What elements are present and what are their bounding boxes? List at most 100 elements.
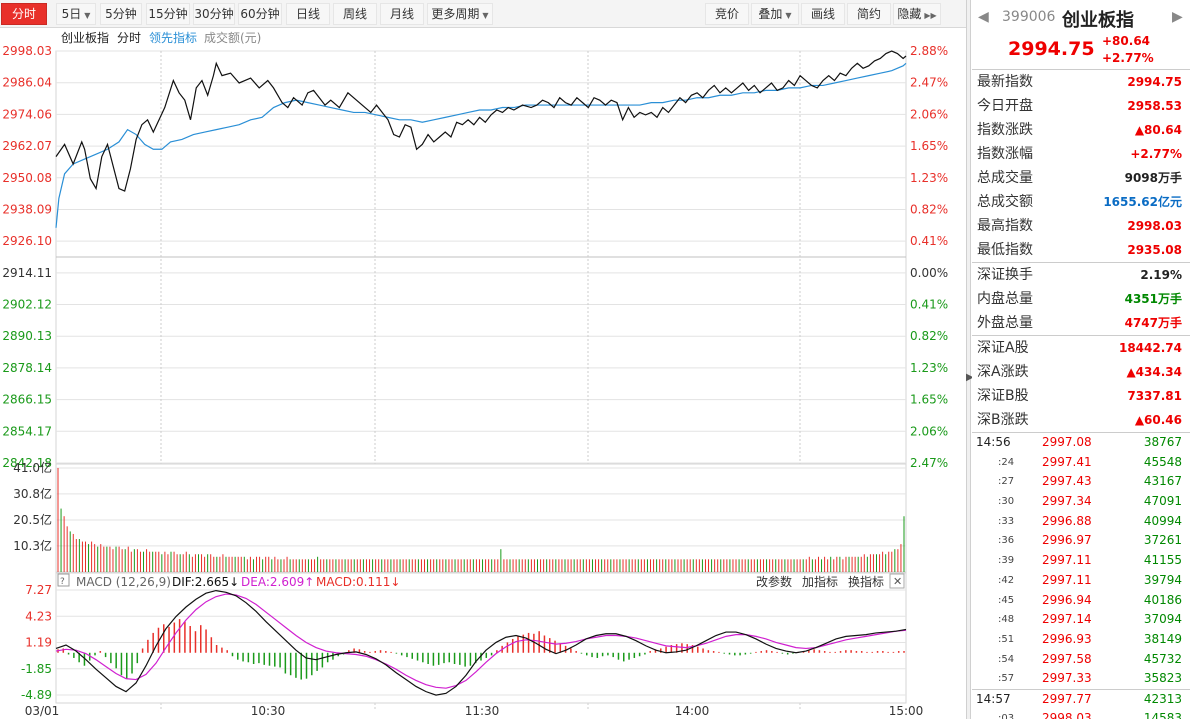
price-axis-label: 2998.03 bbox=[2, 44, 52, 58]
quote-row-value: 1655.62亿元 bbox=[1103, 195, 1182, 209]
period-tab-label: 5分钟 bbox=[105, 7, 137, 21]
pct-axis-label: 1.65% bbox=[910, 393, 948, 407]
tick-volume: 45548 bbox=[1143, 454, 1182, 469]
tick-row: :54 2997.58 45732 bbox=[972, 650, 1190, 670]
collapse-arrow-icon[interactable]: ▶ bbox=[966, 372, 974, 383]
tick-row: :36 2996.97 37261 bbox=[972, 531, 1190, 551]
next-stock-icon[interactable]: ▶ bbox=[1172, 9, 1183, 25]
period-tab-2[interactable]: 5分钟 bbox=[100, 3, 142, 25]
tick-volume: 38149 bbox=[1143, 631, 1182, 646]
macd-switch-indicator-link[interactable]: 换指标 bbox=[848, 574, 884, 589]
prev-stock-icon[interactable]: ◀ bbox=[978, 9, 989, 25]
tick-volume: 43167 bbox=[1143, 474, 1182, 489]
time-axis-label: 15:00 bbox=[889, 704, 924, 718]
tick-price: 2997.43 bbox=[1042, 474, 1092, 489]
period-tab-6[interactable]: 日线 bbox=[286, 3, 330, 25]
period-tab-9[interactable]: 更多周期 ▼ bbox=[427, 3, 493, 25]
expand-arrows-icon: ▶▶ bbox=[924, 11, 937, 20]
quote-row: 最低指数 2935.08 bbox=[972, 238, 1190, 262]
price-axis-label: 2950.08 bbox=[2, 171, 52, 185]
pct-axis-label: 2.88% bbox=[910, 44, 948, 58]
period-tab-label: 30分钟 bbox=[194, 7, 234, 21]
quote-row: 最高指数 2998.03 bbox=[972, 214, 1190, 238]
macd-close-box[interactable] bbox=[889, 573, 905, 589]
tick-row: 14:57 2997.77 42313 bbox=[972, 688, 1190, 709]
tick-row: :39 2997.11 41155 bbox=[972, 551, 1190, 571]
tick-time: :48 bbox=[998, 614, 1015, 626]
tool-button-label: 叠加 bbox=[758, 7, 783, 21]
volume-plot-frame bbox=[55, 463, 907, 573]
quote-row-label: 指数涨幅 bbox=[977, 146, 1033, 162]
intraday-chart[interactable]: 2998.03 2.88% 2986.04 2.47% 2974.06 2.06% 2962… bbox=[0, 28, 966, 719]
macd-add-indicator-link[interactable]: 加指标 bbox=[802, 574, 838, 589]
tool-button-label: 画线 bbox=[810, 7, 835, 21]
period-tab-4[interactable]: 30分钟 bbox=[193, 3, 235, 25]
macd-value: MACD:0.111↓ bbox=[316, 575, 400, 589]
panel-splitter[interactable]: ▶ bbox=[966, 0, 974, 719]
quote-row-value: +2.77% bbox=[1130, 147, 1182, 161]
tick-volume: 37261 bbox=[1143, 533, 1182, 548]
quote-row-value: 4747万手 bbox=[1124, 316, 1182, 330]
tool-button-0[interactable]: 竞价 bbox=[705, 3, 749, 25]
tool-button-4[interactable]: 隐藏 ▶▶ bbox=[893, 3, 941, 25]
quote-stats-group-3: 深证A股 18442.74 深A涨跌 ▲434.34 深证B股 7337.81 深B涨跌 ▲6… bbox=[972, 336, 1190, 432]
tick-volume: 40994 bbox=[1143, 513, 1182, 528]
dropdown-caret-icon: ▼ bbox=[482, 11, 489, 20]
pct-axis-label: 0.41% bbox=[910, 234, 948, 248]
quote-row-value: 4351万手 bbox=[1124, 292, 1182, 306]
price-axis-label: 2986.04 bbox=[2, 76, 52, 90]
current-price: 2994.75 bbox=[1008, 38, 1095, 60]
period-tab-label: 15分钟 bbox=[148, 7, 188, 21]
quote-row: 指数涨跌 ▲80.64 bbox=[972, 118, 1190, 142]
tick-row: 14:56 2997.08 38767 bbox=[972, 433, 1190, 453]
tool-button-3[interactable]: 简约 bbox=[847, 3, 891, 25]
quote-row-label: 今日开盘 bbox=[977, 98, 1033, 114]
tick-volume: 40186 bbox=[1143, 592, 1182, 607]
tick-volume: 47091 bbox=[1143, 494, 1182, 509]
macd-dea: DEA:2.609↑ bbox=[241, 575, 314, 589]
pct-axis-label: 0.82% bbox=[910, 329, 948, 343]
price-axis-label: 2866.15 bbox=[2, 393, 52, 407]
pct-axis-label: 2.47% bbox=[910, 76, 948, 90]
volume-axis-label: 41.0亿 bbox=[13, 460, 52, 475]
quote-row: 今日开盘 2958.53 bbox=[972, 94, 1190, 118]
quote-row: 深A涨跌 ▲434.34 bbox=[972, 360, 1190, 384]
quote-row-label: 内盘总量 bbox=[977, 291, 1033, 307]
quote-row: 内盘总量 4351万手 bbox=[972, 287, 1190, 311]
quote-row-label: 指数涨跌 bbox=[977, 122, 1033, 138]
quote-row-label: 深证换手 bbox=[977, 267, 1033, 283]
tick-row: :27 2997.43 43167 bbox=[972, 472, 1190, 492]
quote-row-value: 7337.81 bbox=[1127, 389, 1182, 403]
pct-axis-label: 0.00% bbox=[910, 266, 948, 280]
quote-stats-group-2: 深证换手 2.19% 内盘总量 4351万手 外盘总量 4747万手 bbox=[972, 263, 1190, 336]
price-change: +80.64 bbox=[1102, 34, 1151, 48]
period-tab-5[interactable]: 60分钟 bbox=[238, 3, 282, 25]
period-toolbar: 分时 5日 ▼ 5分钟 15分钟 30分钟 60分钟 日线 周线 月线 更多周期 ▼ 竞价 叠加 ▼ 画线 简约… bbox=[0, 0, 966, 28]
tool-button-1[interactable]: 叠加 ▼ bbox=[751, 3, 799, 25]
tick-price: 2997.41 bbox=[1042, 454, 1092, 469]
period-tab-1[interactable]: 5日 ▼ bbox=[56, 3, 96, 25]
macd-histogram bbox=[57, 619, 905, 680]
tick-time: 14:57 bbox=[976, 691, 1011, 706]
dropdown-caret-icon: ▼ bbox=[785, 11, 792, 20]
tool-button-2[interactable]: 画线 bbox=[801, 3, 845, 25]
quote-row-value: 2935.08 bbox=[1127, 243, 1182, 257]
volume-axis-label: 10.3亿 bbox=[13, 538, 52, 553]
macd-axis-label: -4.89 bbox=[21, 688, 52, 702]
tick-price: 2997.33 bbox=[1042, 671, 1092, 686]
period-tab-0[interactable]: 分时 bbox=[1, 3, 47, 25]
period-tab-8[interactable]: 月线 bbox=[380, 3, 424, 25]
period-tab-label: 周线 bbox=[342, 7, 367, 21]
tick-row: :48 2997.14 37094 bbox=[972, 610, 1190, 630]
tick-price: 2997.14 bbox=[1042, 612, 1092, 627]
tick-time: :36 bbox=[998, 535, 1015, 547]
tick-time: :42 bbox=[998, 574, 1015, 586]
tick-price: 2997.58 bbox=[1042, 651, 1092, 666]
macd-settings-box[interactable] bbox=[57, 573, 70, 587]
period-tab-3[interactable]: 15分钟 bbox=[146, 3, 190, 25]
legend-mode: 分时 bbox=[117, 31, 141, 45]
period-tab-7[interactable]: 周线 bbox=[333, 3, 377, 25]
tick-list[interactable]: 14:56 2997.08 38767:24 2997.41 45548:27 2997.… bbox=[972, 432, 1190, 719]
macd-edit-params-link[interactable]: 改参数 bbox=[756, 574, 792, 589]
